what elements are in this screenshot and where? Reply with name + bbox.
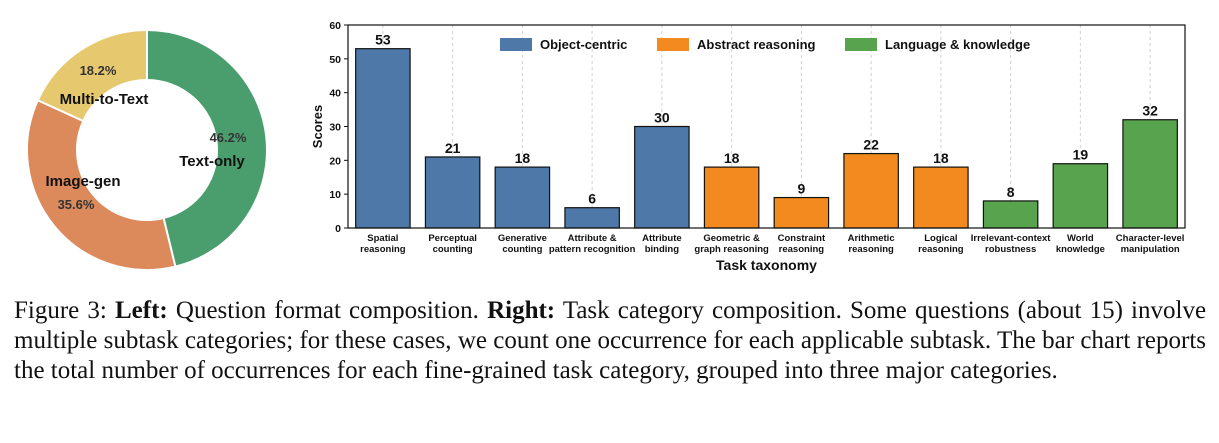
donut-percent-label: 35.6% <box>58 197 95 212</box>
bar-value-label: 32 <box>1142 103 1158 119</box>
donut-slice <box>36 28 148 123</box>
y-axis-label: Scores <box>310 105 325 148</box>
x-tick-label: World knowledge <box>1056 233 1105 255</box>
bar-value-label: 8 <box>1007 184 1015 200</box>
x-tick-label: Character-level manipulation <box>1116 233 1185 255</box>
donut-chart: Text-only 46.2% Image-gen 35.6% Multi-to-Tex… <box>26 28 268 271</box>
bar-value-label: 30 <box>654 110 670 126</box>
bar-value-label: 21 <box>445 140 461 156</box>
bar-chart: 53 Spatial reasoning 21 Perceptual counting 18… <box>310 20 1186 273</box>
bar <box>564 207 620 229</box>
bar-value-label: 53 <box>375 32 391 48</box>
x-tick-label: Perceptual counting <box>428 233 477 255</box>
donut-slice <box>146 28 268 268</box>
y-tick-label: 50 <box>329 54 341 66</box>
legend-swatch <box>657 38 689 51</box>
x-axis-label: Task taxonomy <box>716 257 817 273</box>
y-tick-label: 30 <box>329 122 341 134</box>
x-tick-label: Attribute binding <box>642 233 682 255</box>
donut-slice-label: Image-gen <box>45 173 120 190</box>
bar <box>634 125 690 229</box>
figure-caption: Figure 3: Left: Question format composit… <box>14 296 1206 386</box>
bar <box>773 196 830 229</box>
bar-value-label: 22 <box>863 137 879 153</box>
x-tick-label: Spatial reasoning <box>360 233 406 255</box>
bar <box>424 156 481 229</box>
donut-slice-label: Text-only <box>179 153 245 170</box>
x-tick-label: Attribute & pattern recognition <box>549 233 636 255</box>
y-tick-label: 20 <box>329 155 341 167</box>
bar-value-label: 18 <box>933 150 949 166</box>
donut-slice <box>26 98 177 271</box>
legend-label: Abstract reasoning <box>697 37 816 52</box>
bar-value-label: 19 <box>1073 147 1089 163</box>
caption-left-label: Left: <box>115 297 168 324</box>
bar-value-label: 9 <box>797 181 805 197</box>
caption-right-label: Right: <box>487 297 556 324</box>
donut-slice-label: Multi-to-Text <box>60 91 149 108</box>
legend-label: Object-centric <box>540 37 627 52</box>
x-tick-label: Logical reasoning <box>918 233 964 255</box>
caption-right-text: Task category composition. Some question… <box>14 297 1207 384</box>
y-tick-label: 10 <box>329 189 341 201</box>
bar <box>1052 163 1109 229</box>
x-tick-label: Geometric & graph reasoning <box>694 233 769 255</box>
bar <box>843 152 899 229</box>
donut-percent-label: 18.2% <box>80 63 117 78</box>
legend-swatch <box>845 38 877 51</box>
legend-label: Language & knowledge <box>885 37 1030 52</box>
bar <box>913 166 969 229</box>
bar-value-label: 18 <box>515 150 531 166</box>
y-tick-label: 0 <box>335 223 341 235</box>
bar <box>703 166 760 229</box>
bar-value-label: 18 <box>724 150 740 166</box>
bar <box>494 166 551 229</box>
caption-label: Figure 3: <box>14 297 107 324</box>
bar <box>1122 119 1178 229</box>
y-tick-label: 40 <box>329 88 341 100</box>
x-tick-label: Arithmetic reasoning <box>848 233 895 255</box>
legend-swatch <box>500 38 532 51</box>
donut-percent-label: 46.2% <box>210 130 247 145</box>
figure: Text-only 46.2% Image-gen 35.6% Multi-to-Tex… <box>26 20 1186 273</box>
x-tick-label: Constraint reasoning <box>778 233 826 255</box>
bar <box>355 48 411 229</box>
y-tick-label: 60 <box>329 20 341 32</box>
x-tick-label: Irrelevant-context robustness <box>971 233 1052 255</box>
bar <box>982 200 1039 229</box>
caption-left-text: Question format composition. <box>175 297 479 324</box>
bar-value-label: 6 <box>588 191 596 207</box>
x-tick-label: Generative counting <box>498 233 547 255</box>
